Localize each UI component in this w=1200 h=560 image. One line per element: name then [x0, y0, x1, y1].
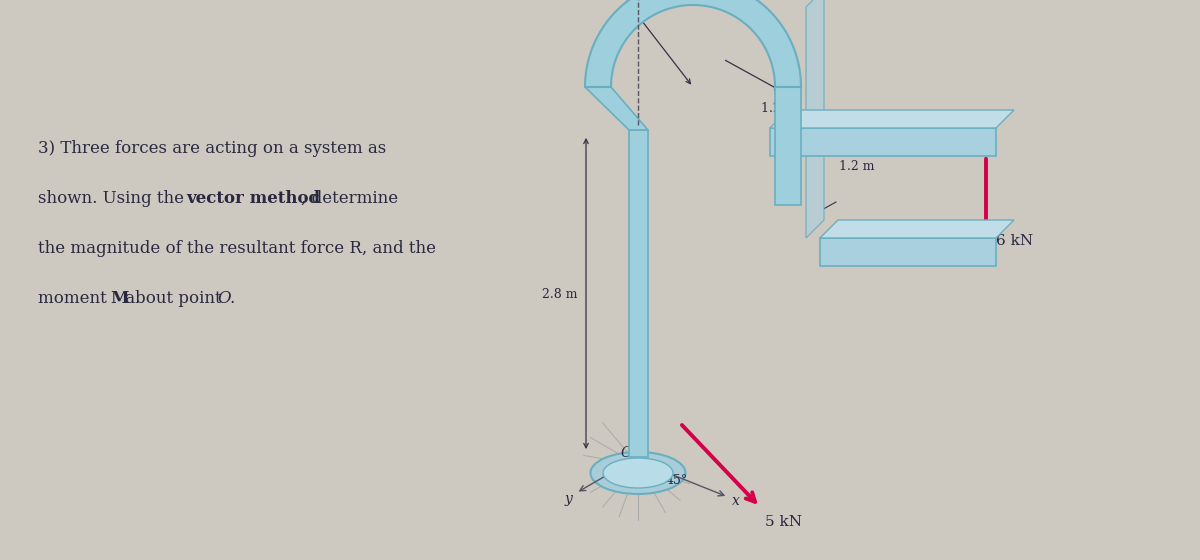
Text: about point: about point: [120, 290, 227, 307]
Polygon shape: [806, 0, 824, 238]
Text: 2.8 m: 2.8 m: [542, 287, 578, 301]
Text: 5 kN: 5 kN: [766, 515, 802, 529]
Polygon shape: [770, 110, 1014, 128]
Text: moment: moment: [38, 290, 112, 307]
Text: 1.2 m: 1.2 m: [761, 102, 797, 115]
Text: 1.2 m: 1.2 m: [630, 0, 666, 12]
Text: vector method: vector method: [186, 190, 320, 207]
Polygon shape: [770, 128, 996, 156]
Text: y: y: [564, 492, 572, 506]
Polygon shape: [775, 87, 802, 205]
Text: 6 kN: 6 kN: [996, 234, 1033, 248]
Polygon shape: [820, 220, 1014, 238]
Text: the magnitude of the resultant force R, and the: the magnitude of the resultant force R, …: [38, 240, 436, 257]
Text: 45°: 45°: [666, 474, 689, 488]
Text: O: O: [620, 446, 631, 460]
Text: x: x: [732, 494, 740, 508]
Ellipse shape: [590, 452, 685, 494]
Ellipse shape: [604, 458, 673, 488]
Text: M: M: [110, 290, 128, 307]
Polygon shape: [586, 87, 648, 130]
Text: O: O: [217, 290, 230, 307]
Polygon shape: [586, 0, 802, 87]
Text: , determine: , determine: [301, 190, 398, 207]
Text: 1.2 m: 1.2 m: [839, 161, 875, 174]
Text: 3) Three forces are acting on a system as: 3) Three forces are acting on a system a…: [38, 140, 386, 157]
Text: shown. Using the: shown. Using the: [38, 190, 190, 207]
Polygon shape: [820, 238, 996, 266]
Text: .: .: [229, 290, 234, 307]
Polygon shape: [629, 130, 648, 457]
